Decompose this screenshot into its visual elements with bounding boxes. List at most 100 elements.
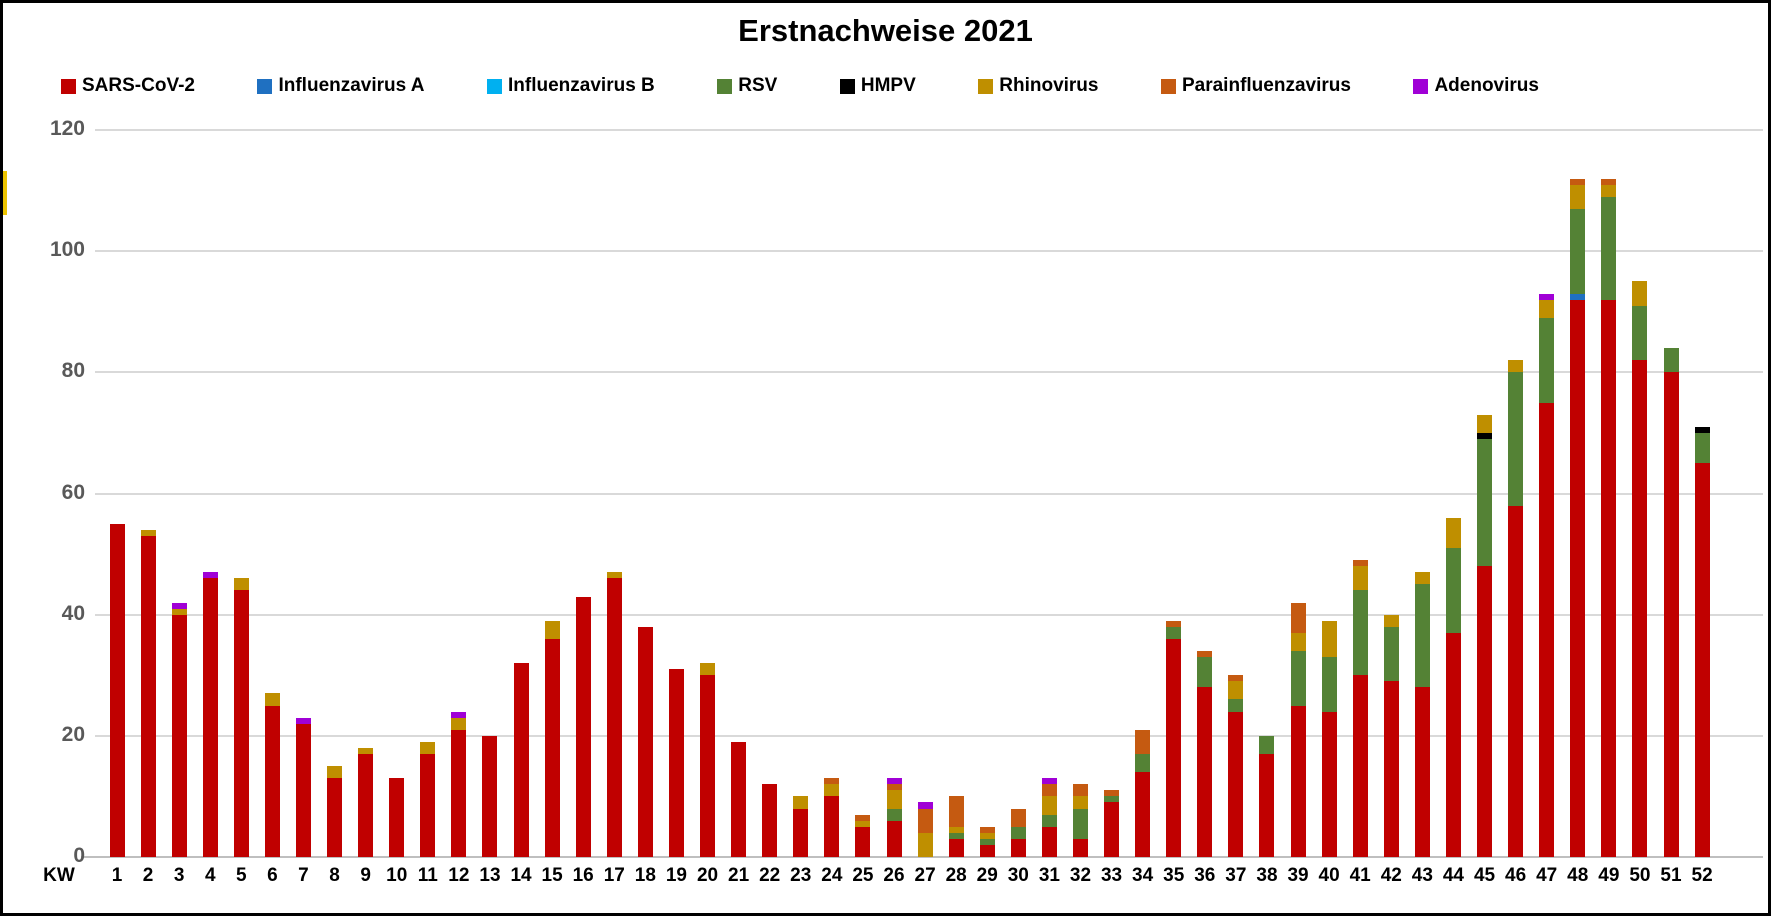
- x-tick-kw23: 23: [790, 865, 812, 886]
- bar-kw12-sars-cov-2: [451, 729, 467, 857]
- chart-legend: SARS-CoV-2 Influenzavirus A Influenzavirus…: [61, 75, 1539, 97]
- legend-swatch-icon: [1413, 78, 1429, 94]
- bar-kw15-sars-cov-2: [544, 638, 560, 857]
- legend-item-4: HMPV: [839, 75, 916, 97]
- bar-kw42-sars-cov-2: [1383, 681, 1399, 857]
- bar-kw2-rhinovirus: [140, 529, 156, 536]
- bar-kw12-adenovirus: [451, 711, 467, 718]
- bar-kw23-rhinovirus: [793, 796, 809, 809]
- legend-label: SARS-CoV-2: [82, 75, 195, 96]
- bar-kw47-sars-cov-2: [1539, 402, 1555, 857]
- gridline-120: [95, 129, 1763, 132]
- legend-item-1: Influenzavirus A: [257, 75, 425, 97]
- legend-item-3: RSV: [717, 75, 777, 97]
- bar-kw7-adenovirus: [295, 717, 311, 724]
- x-tick-kw22: 22: [759, 865, 781, 886]
- x-tick-kw46: 46: [1505, 865, 1527, 886]
- x-tick-kw6: 6: [267, 865, 278, 886]
- legend-item-5: Rhinovirus: [978, 75, 1098, 97]
- bar-kw51-rsv: [1663, 348, 1679, 373]
- x-tick-kw39: 39: [1287, 865, 1309, 886]
- bar-kw13-sars-cov-2: [482, 735, 498, 857]
- bar-kw41-rsv: [1352, 590, 1368, 676]
- bar-kw7-sars-cov-2: [295, 723, 311, 857]
- x-tick-kw13: 13: [479, 865, 501, 886]
- bar-kw5-rhinovirus: [233, 578, 249, 591]
- bar-kw3-adenovirus: [171, 602, 187, 609]
- legend-swatch-icon: [257, 78, 273, 94]
- x-tick-kw28: 28: [945, 865, 967, 886]
- y-tick-40: 40: [61, 601, 85, 625]
- bar-kw49-rsv: [1601, 196, 1617, 300]
- bar-kw27-adenovirus: [917, 802, 933, 809]
- bar-kw49-parainfluenzavirus: [1601, 178, 1617, 185]
- bar-kw44-rhinovirus: [1445, 517, 1461, 549]
- y-tick-100: 100: [49, 238, 85, 262]
- x-tick-kw34: 34: [1132, 865, 1154, 886]
- bar-kw31-adenovirus: [1041, 778, 1057, 785]
- bar-kw29-sars-cov-2: [979, 844, 995, 857]
- bar-kw47-adenovirus: [1539, 293, 1555, 300]
- bar-kw3-rhinovirus: [171, 608, 187, 615]
- bar-kw40-rsv: [1321, 657, 1337, 712]
- bar-kw47-rhinovirus: [1539, 299, 1555, 318]
- bar-kw17-sars-cov-2: [606, 578, 622, 857]
- gridline-60: [95, 492, 1763, 495]
- x-tick-kw20: 20: [696, 865, 719, 886]
- bar-kw50-rsv: [1632, 305, 1648, 361]
- bar-kw18-sars-cov-2: [637, 626, 653, 857]
- bar-kw40-sars-cov-2: [1321, 711, 1337, 857]
- bar-kw41-rhinovirus: [1352, 566, 1368, 591]
- bar-kw22-sars-cov-2: [762, 784, 778, 857]
- bar-kw8-sars-cov-2: [327, 778, 343, 857]
- bar-kw23-sars-cov-2: [793, 808, 809, 857]
- x-tick-kw35: 35: [1163, 865, 1185, 886]
- bar-kw32-sars-cov-2: [1072, 838, 1088, 857]
- bar-kw5-sars-cov-2: [233, 590, 249, 857]
- bar-kw26-sars-cov-2: [886, 820, 902, 857]
- bar-kw45-hmpv: [1477, 432, 1493, 439]
- bar-kw37-parainfluenzavirus: [1228, 675, 1244, 682]
- bar-kw2-sars-cov-2: [140, 535, 156, 857]
- x-tick-kw43: 43: [1411, 865, 1433, 886]
- legend-label: Influenzavirus B: [508, 75, 655, 96]
- x-axis-prefix-label: KW: [43, 865, 75, 886]
- bar-kw29-rhinovirus: [979, 832, 995, 839]
- bar-kw25-parainfluenzavirus: [855, 814, 871, 821]
- x-tick-kw42: 42: [1380, 865, 1402, 886]
- bar-kw32-parainfluenzavirus: [1072, 784, 1088, 797]
- legend-swatch-icon: [487, 78, 503, 94]
- bar-kw35-sars-cov-2: [1166, 638, 1182, 857]
- x-tick-kw21: 21: [728, 865, 750, 886]
- bar-kw27-rhinovirus: [917, 832, 933, 857]
- bar-kw16-sars-cov-2: [575, 596, 591, 857]
- bar-kw52-sars-cov-2: [1694, 463, 1710, 857]
- x-tick-kw33: 33: [1100, 865, 1123, 886]
- bar-kw21-sars-cov-2: [731, 741, 747, 857]
- x-tick-kw51: 51: [1660, 865, 1682, 886]
- x-tick-kw29: 29: [976, 865, 998, 886]
- bar-kw26-adenovirus: [886, 778, 902, 785]
- x-tick-kw2: 2: [142, 865, 154, 886]
- bar-kw39-rhinovirus: [1290, 632, 1306, 652]
- x-tick-kw26: 26: [883, 865, 905, 886]
- x-tick-kw17: 17: [603, 865, 625, 886]
- x-tick-kw44: 44: [1442, 865, 1464, 886]
- bar-kw34-rsv: [1135, 754, 1151, 773]
- bar-kw28-rhinovirus: [948, 826, 964, 833]
- bar-kw14-sars-cov-2: [513, 663, 529, 857]
- bar-kw36-parainfluenzavirus: [1197, 651, 1213, 658]
- x-tick-kw50: 50: [1629, 865, 1651, 886]
- bar-kw44-rsv: [1445, 548, 1461, 633]
- bar-kw41-sars-cov-2: [1352, 675, 1368, 857]
- legend-item-7: Adenovirus: [1413, 75, 1539, 97]
- bar-kw30-rsv: [1010, 826, 1026, 839]
- x-tick-kw1: 1: [111, 865, 123, 886]
- bar-kw36-sars-cov-2: [1197, 687, 1213, 857]
- bar-kw37-rsv: [1228, 699, 1244, 712]
- bar-kw15-rhinovirus: [544, 620, 560, 639]
- legend-item-6: Parainfluenzavirus: [1160, 75, 1351, 97]
- bar-kw28-parainfluenzavirus: [948, 796, 964, 827]
- gridline-20: [95, 734, 1763, 737]
